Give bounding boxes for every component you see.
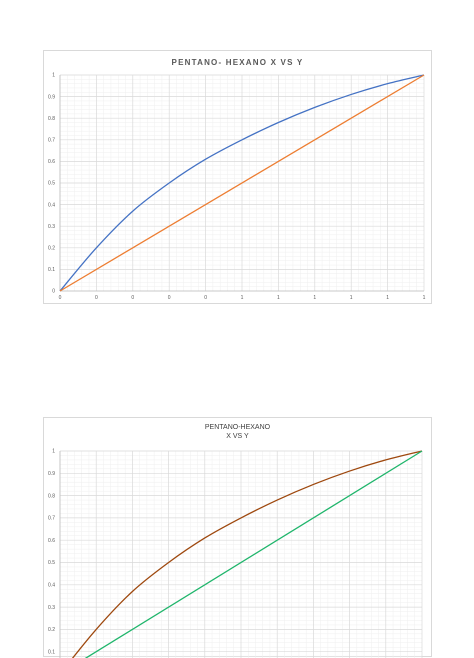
chart-2-title: PENTANO-HEXANO X VS Y [44, 423, 431, 441]
chart-1-y-tick-label: 0.8 [48, 116, 55, 122]
chart-1-x-tick-label: 1 [277, 295, 280, 301]
chart-1-diagonal-series [59, 74, 425, 292]
chart-1-curve-series [59, 74, 425, 292]
chart-1-title: PENTANO- HEXANO X VS Y [171, 58, 304, 67]
chart-1-x-tick-label: 0 [204, 295, 207, 301]
chart-1-x-tick-label: 1 [386, 295, 389, 301]
chart-1-plot: 00.10.20.30.40.50.60.70.80.910 0 0 0 0 1 1 1 1 1 1 [48, 73, 426, 301]
chart-1-x-tick-label: 1 [313, 295, 316, 301]
chart-1-y-tick-label: 0.6 [48, 159, 55, 165]
chart-1-x-tick-label: 0 [95, 295, 98, 301]
chart-2-y-tick-label: 0.5 [48, 560, 55, 566]
chart-1-x-tick-label: 1 [350, 295, 353, 301]
chart-1-y-tick-label: 0.5 [48, 181, 55, 187]
chart-1-x-tick-label: 0 [168, 295, 171, 301]
chart-1-y-tick-label: 0.4 [48, 202, 55, 208]
chart-1-y-tick-label: 0.2 [48, 246, 55, 252]
chart-2: PENTANO-HEXANO X VS Y 00.10.20.30.40.50.… [43, 417, 432, 658]
chart-1-y-tick-label: 0 [52, 289, 55, 295]
chart-2-y-tick-label: 0.3 [48, 605, 55, 611]
chart-1-x-tick-label: 0 [131, 295, 134, 301]
chart-1-x-tick-label: 1 [423, 295, 426, 301]
chart-1-x-tick-label: 0 [59, 295, 62, 301]
chart-1-y-tick-label: 1 [52, 73, 55, 79]
chart-2-y-tick-label: 0.7 [48, 516, 55, 522]
chart-1-x-tick-label: 1 [241, 295, 244, 301]
chart-2-plot: 00.10.20.30.40.50.60.70.80.91 [48, 449, 423, 658]
chart-1-y-tick-label: 0.1 [48, 267, 55, 273]
chart-2-y-tick-label: 0.4 [48, 583, 55, 589]
chart-2-y-tick-label: 1 [52, 449, 55, 455]
chart-2-y-tick-label: 0.2 [48, 627, 55, 633]
chart-2-y-tick-label: 0.8 [48, 493, 55, 499]
chart-2-title-line-1: PENTANO-HEXANO [204, 424, 271, 431]
chart-2-y-tick-label: 0.9 [48, 471, 55, 477]
chart-2-curve-series [71, 450, 423, 658]
chart-1: PENTANO- HEXANO X VS Y 0 0.1 0.2 0.3 0.4 0.5 0… [43, 50, 432, 304]
chart-1-y-tick-label: 0.7 [48, 138, 55, 144]
chart-2-y-tick-label: 0.1 [48, 649, 55, 655]
chart-1-y-tick-label: 0.9 [48, 94, 55, 100]
chart-2-title-line-2: X VS Y [226, 433, 249, 440]
chart-1-y-tick-label: 0.3 [48, 224, 55, 230]
chart-2-y-tick-label: 0.6 [48, 538, 55, 544]
